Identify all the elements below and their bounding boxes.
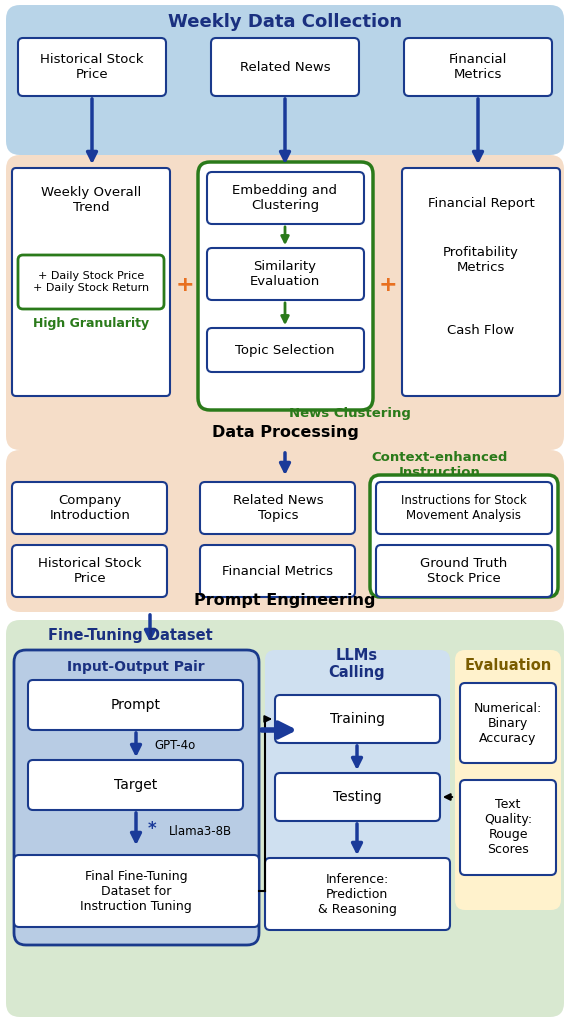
FancyBboxPatch shape [460,683,556,763]
FancyBboxPatch shape [275,773,440,821]
Text: Llama3-8B: Llama3-8B [169,825,231,837]
Text: Fine-Tuning Dataset: Fine-Tuning Dataset [48,628,213,643]
Text: Topic Selection: Topic Selection [235,343,335,357]
Text: Training: Training [329,712,385,726]
Text: Evaluation: Evaluation [465,657,552,672]
FancyBboxPatch shape [265,858,450,930]
Text: + Daily Stock Price
+ Daily Stock Return: + Daily Stock Price + Daily Stock Return [33,271,149,292]
Text: Testing: Testing [333,790,381,804]
FancyBboxPatch shape [460,780,556,875]
Text: Related News: Related News [240,60,330,74]
Text: Context-enhanced
Instruction: Context-enhanced Instruction [372,451,508,479]
Text: Text
Quality:
Rouge
Scores: Text Quality: Rouge Scores [484,798,532,856]
Text: Data Processing: Data Processing [211,424,359,439]
FancyBboxPatch shape [198,162,373,410]
Text: Instructions for Stock
Movement Analysis: Instructions for Stock Movement Analysis [401,494,527,522]
Text: Similarity
Evaluation: Similarity Evaluation [250,260,320,288]
FancyBboxPatch shape [18,256,164,309]
Text: +: + [176,275,194,295]
FancyBboxPatch shape [370,475,558,597]
Text: Related News
Topics: Related News Topics [233,494,323,522]
FancyBboxPatch shape [200,545,355,597]
FancyBboxPatch shape [18,38,166,96]
FancyBboxPatch shape [12,545,167,597]
Text: News Clustering: News Clustering [289,407,411,419]
Text: Financial Metrics: Financial Metrics [222,564,333,577]
FancyBboxPatch shape [207,328,364,372]
Text: Inference:
Prediction
& Reasoning: Inference: Prediction & Reasoning [317,873,397,916]
FancyBboxPatch shape [404,38,552,96]
FancyBboxPatch shape [211,38,359,96]
Text: Numerical:
Binary
Accuracy: Numerical: Binary Accuracy [474,701,542,744]
FancyBboxPatch shape [275,695,440,743]
FancyBboxPatch shape [28,760,243,810]
FancyBboxPatch shape [207,172,364,224]
Text: Weekly Overall
Trend: Weekly Overall Trend [41,186,141,214]
Text: Historical Stock
Price: Historical Stock Price [40,53,144,81]
Text: Prompt: Prompt [111,698,161,712]
FancyBboxPatch shape [14,855,259,927]
FancyBboxPatch shape [376,545,552,597]
FancyBboxPatch shape [28,680,243,730]
Text: Historical Stock
Price: Historical Stock Price [38,557,142,585]
Text: LLMs
Calling: LLMs Calling [329,648,385,681]
FancyBboxPatch shape [207,248,364,300]
Text: Cash Flow: Cash Flow [447,324,515,336]
Text: Profitability
Metrics: Profitability Metrics [443,246,519,274]
Text: Embedding and
Clustering: Embedding and Clustering [233,184,337,212]
FancyBboxPatch shape [402,168,560,396]
FancyBboxPatch shape [200,482,355,535]
Text: +: + [378,275,397,295]
Text: *: * [148,820,156,838]
FancyBboxPatch shape [376,482,552,535]
FancyBboxPatch shape [6,450,564,612]
Text: Prompt Engineering: Prompt Engineering [194,593,376,607]
Text: Input-Output Pair: Input-Output Pair [67,660,205,673]
Text: Financial
Metrics: Financial Metrics [449,53,507,81]
Text: Final Fine-Tuning
Dataset for
Instruction Tuning: Final Fine-Tuning Dataset for Instructio… [80,870,192,913]
Text: Financial Report: Financial Report [428,196,535,210]
Text: High Granularity: High Granularity [33,317,149,329]
FancyBboxPatch shape [6,620,564,1017]
Text: Ground Truth
Stock Price: Ground Truth Stock Price [421,557,508,585]
FancyBboxPatch shape [265,650,450,880]
FancyBboxPatch shape [12,482,167,535]
Text: Weekly Data Collection: Weekly Data Collection [168,13,402,31]
Text: Target: Target [115,778,158,792]
Text: Company
Introduction: Company Introduction [50,494,131,522]
FancyBboxPatch shape [14,650,259,945]
FancyBboxPatch shape [455,650,561,910]
FancyBboxPatch shape [12,168,170,396]
Text: GPT-4o: GPT-4o [154,739,196,751]
FancyBboxPatch shape [6,5,564,155]
FancyBboxPatch shape [6,155,564,450]
